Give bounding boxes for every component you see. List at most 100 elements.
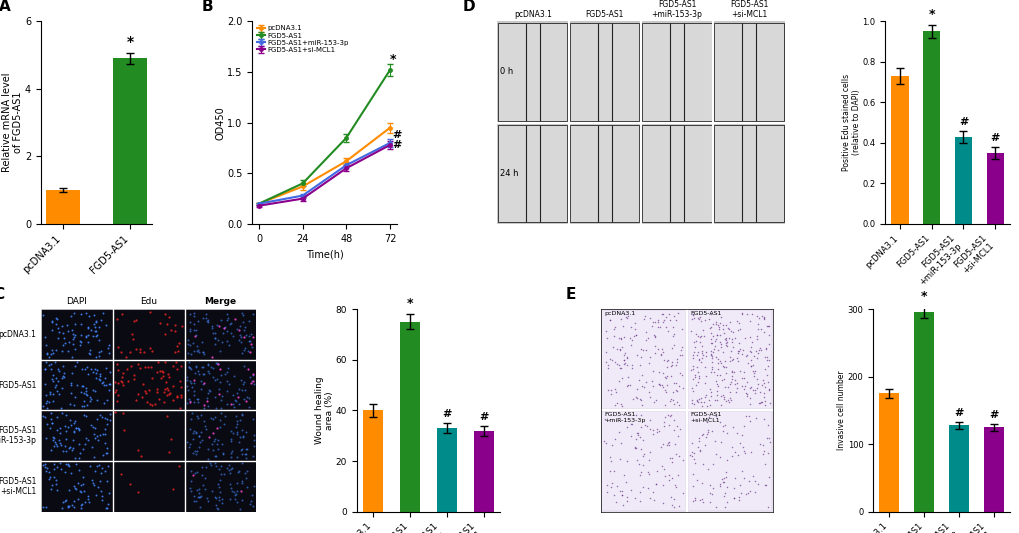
Point xyxy=(127,316,144,325)
Point xyxy=(716,336,733,344)
Point xyxy=(725,494,741,503)
Bar xyxy=(891,76,908,224)
Point xyxy=(640,484,656,492)
Point xyxy=(180,335,197,344)
Point xyxy=(57,339,73,348)
Point xyxy=(760,340,776,349)
Point xyxy=(58,496,74,505)
Point xyxy=(98,504,114,512)
Y-axis label: OD450: OD450 xyxy=(216,106,226,140)
Text: pcDNA3.1: pcDNA3.1 xyxy=(514,10,551,19)
Text: FGD5-AS1
+miR-153-3p: FGD5-AS1 +miR-153-3p xyxy=(651,0,702,19)
Point xyxy=(657,387,674,396)
Point xyxy=(213,470,229,478)
Point xyxy=(43,350,59,358)
Point xyxy=(158,377,174,386)
Point xyxy=(195,369,211,378)
Point xyxy=(709,365,726,373)
Point xyxy=(200,455,216,463)
Point xyxy=(660,411,677,420)
Point xyxy=(78,333,95,341)
Point xyxy=(627,319,643,327)
Point xyxy=(77,433,94,442)
Point xyxy=(723,355,740,364)
Point xyxy=(228,419,245,428)
Point xyxy=(64,326,81,335)
Point xyxy=(693,398,709,407)
Point xyxy=(619,354,635,362)
Point xyxy=(730,496,746,504)
Point xyxy=(82,350,98,358)
Point xyxy=(663,454,680,463)
Text: D: D xyxy=(462,0,475,14)
Point xyxy=(157,330,173,338)
Point xyxy=(605,325,622,334)
Point xyxy=(623,336,639,344)
Point xyxy=(737,449,753,457)
Point xyxy=(731,481,747,489)
Point xyxy=(43,408,59,417)
Point xyxy=(209,440,225,448)
Point xyxy=(759,502,775,511)
Point xyxy=(39,403,55,412)
Point xyxy=(641,353,657,361)
Point xyxy=(715,491,732,500)
Point xyxy=(66,426,83,435)
Point xyxy=(171,339,187,348)
Text: *: * xyxy=(920,290,926,303)
Point xyxy=(668,398,685,407)
Point xyxy=(684,353,700,362)
Point xyxy=(603,356,620,365)
Point xyxy=(231,466,248,475)
Point xyxy=(693,358,709,367)
Point xyxy=(44,374,60,383)
Point xyxy=(195,313,211,322)
Point xyxy=(213,391,229,400)
Point xyxy=(603,479,620,488)
Point xyxy=(60,326,76,335)
Point xyxy=(214,328,230,337)
Point xyxy=(739,392,755,401)
Point xyxy=(637,421,653,430)
Point xyxy=(705,368,721,376)
Point xyxy=(711,318,728,327)
Point xyxy=(666,450,683,458)
Point xyxy=(77,309,94,317)
Point xyxy=(110,343,126,351)
Point xyxy=(656,385,673,394)
Point xyxy=(81,498,97,507)
Point xyxy=(236,450,253,458)
Point xyxy=(67,484,84,492)
Point xyxy=(597,358,613,366)
Point xyxy=(661,454,678,462)
Point xyxy=(62,400,78,409)
Point xyxy=(95,430,111,439)
Point xyxy=(714,394,731,403)
Point xyxy=(623,486,639,495)
Point xyxy=(186,447,203,455)
Point xyxy=(627,434,643,443)
Point xyxy=(722,372,739,381)
Point xyxy=(707,450,723,458)
Point xyxy=(66,345,83,354)
Point xyxy=(684,387,700,395)
Point xyxy=(659,356,676,365)
Point xyxy=(195,348,211,356)
Point xyxy=(208,452,224,461)
Point xyxy=(701,324,717,333)
Bar xyxy=(473,431,493,512)
Point xyxy=(211,496,227,504)
Point xyxy=(652,351,668,359)
Point xyxy=(637,346,653,354)
Point xyxy=(207,392,223,401)
Point xyxy=(610,427,627,436)
Point xyxy=(684,362,700,370)
Point xyxy=(721,318,738,327)
Point xyxy=(168,365,184,373)
Point xyxy=(664,495,681,503)
Point xyxy=(719,325,736,333)
Point xyxy=(154,367,170,375)
Point xyxy=(88,332,104,341)
Point xyxy=(93,469,109,477)
Point xyxy=(102,367,118,376)
